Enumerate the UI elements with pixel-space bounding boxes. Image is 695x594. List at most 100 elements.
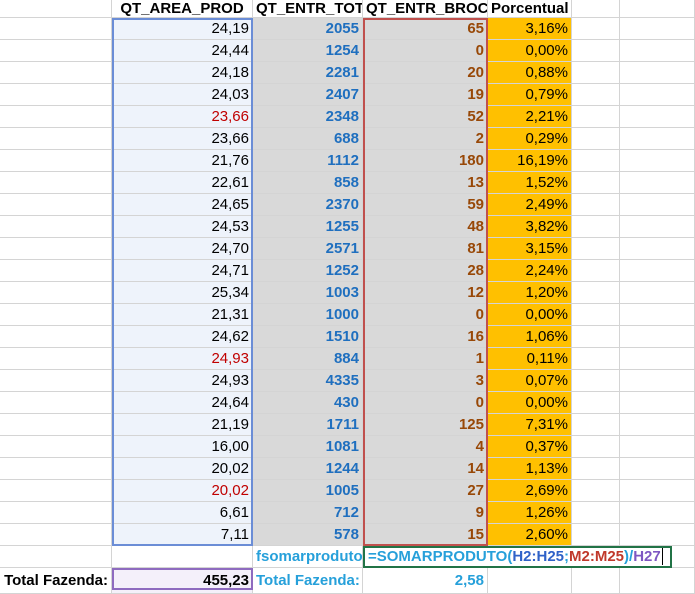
formula-editor[interactable]: =SOMARPRODUTO(H2:H25;M2:M25)/H27​ <box>363 546 672 568</box>
total-cell: 4335 <box>253 370 363 392</box>
broc-cell: 12 <box>363 282 488 304</box>
cell <box>620 172 695 194</box>
percent-cell: 0,00% <box>488 392 572 414</box>
total-cell: 2055 <box>253 18 363 40</box>
cell <box>572 18 620 40</box>
broc-cell: 0 <box>363 40 488 62</box>
formula-part: H2:H25 <box>512 548 565 565</box>
total-cell: 2571 <box>253 238 363 260</box>
formula-part: )/ <box>624 548 634 565</box>
cell <box>572 194 620 216</box>
area-cell: 24,62 <box>112 326 253 348</box>
cell <box>572 458 620 480</box>
broc-cell: 0 <box>363 304 488 326</box>
total-cell: 1244 <box>253 458 363 480</box>
result-label: Total Fazenda: <box>253 568 363 594</box>
percent-cell: 3,15% <box>488 238 572 260</box>
broc-cell: 52 <box>363 106 488 128</box>
total-cell: 1252 <box>253 260 363 282</box>
cell <box>0 128 112 150</box>
cell <box>572 0 620 18</box>
percent-cell: 2,21% <box>488 106 572 128</box>
cell <box>572 304 620 326</box>
column-header: QT_AREA_PROD <box>112 0 253 18</box>
area-cell: 24,65 <box>112 194 253 216</box>
area-cell: 7,11 <box>112 524 253 546</box>
cell <box>0 238 112 260</box>
cell <box>572 480 620 502</box>
cell <box>620 304 695 326</box>
cell <box>620 150 695 172</box>
area-cell: 20,02 <box>112 458 253 480</box>
area-cell: 22,61 <box>112 172 253 194</box>
area-cell: 24,70 <box>112 238 253 260</box>
cell <box>0 194 112 216</box>
area-cell: 20,02 <box>112 480 253 502</box>
area-cell: 21,19 <box>112 414 253 436</box>
total-cell: 2348 <box>253 106 363 128</box>
cell <box>572 128 620 150</box>
cell <box>572 502 620 524</box>
cell <box>620 568 695 594</box>
percent-cell: 3,16% <box>488 18 572 40</box>
total-cell: 430 <box>253 392 363 414</box>
column-header: QT_ENTR_TOT <box>253 0 363 18</box>
cell <box>0 282 112 304</box>
area-cell: 21,31 <box>112 304 253 326</box>
cell <box>0 458 112 480</box>
percent-cell: 1,26% <box>488 502 572 524</box>
percent-cell: 1,52% <box>488 172 572 194</box>
cell <box>620 480 695 502</box>
broc-cell: 81 <box>363 238 488 260</box>
cell <box>572 326 620 348</box>
cell <box>620 436 695 458</box>
percent-cell: 0,00% <box>488 304 572 326</box>
broc-cell: 27 <box>363 480 488 502</box>
cell <box>572 568 620 594</box>
cell <box>620 370 695 392</box>
area-cell: 24,18 <box>112 62 253 84</box>
cell <box>572 370 620 392</box>
total-cell: 688 <box>253 128 363 150</box>
area-cell: 21,76 <box>112 150 253 172</box>
total-cell: 1510 <box>253 326 363 348</box>
cell <box>0 524 112 546</box>
cell <box>572 106 620 128</box>
cell <box>620 128 695 150</box>
broc-cell: 9 <box>363 502 488 524</box>
broc-cell: 180 <box>363 150 488 172</box>
area-cell: 24,19 <box>112 18 253 40</box>
total-label: Total Fazenda: <box>0 568 112 594</box>
cell <box>620 18 695 40</box>
percent-cell: 0,11% <box>488 348 572 370</box>
percent-cell: 1,13% <box>488 458 572 480</box>
cell <box>0 106 112 128</box>
cell <box>620 106 695 128</box>
area-cell: 24,64 <box>112 392 253 414</box>
cell <box>620 260 695 282</box>
percent-cell: 0,37% <box>488 436 572 458</box>
cell <box>572 40 620 62</box>
column-header: Porcentual <box>488 0 572 18</box>
cell <box>620 216 695 238</box>
cell <box>620 282 695 304</box>
total-cell: 1005 <box>253 480 363 502</box>
cell <box>572 260 620 282</box>
total-cell: 2370 <box>253 194 363 216</box>
total-cell: 1255 <box>253 216 363 238</box>
cell <box>572 172 620 194</box>
area-cell: 24,53 <box>112 216 253 238</box>
percent-cell: 7,31% <box>488 414 572 436</box>
cell <box>0 392 112 414</box>
cell <box>620 40 695 62</box>
total-cell: 578 <box>253 524 363 546</box>
cell <box>0 502 112 524</box>
cell <box>572 392 620 414</box>
total-cell: 1000 <box>253 304 363 326</box>
cell <box>620 84 695 106</box>
cell <box>620 326 695 348</box>
area-cell: 24,71 <box>112 260 253 282</box>
cell <box>572 238 620 260</box>
cell <box>0 480 112 502</box>
cell <box>0 0 112 18</box>
